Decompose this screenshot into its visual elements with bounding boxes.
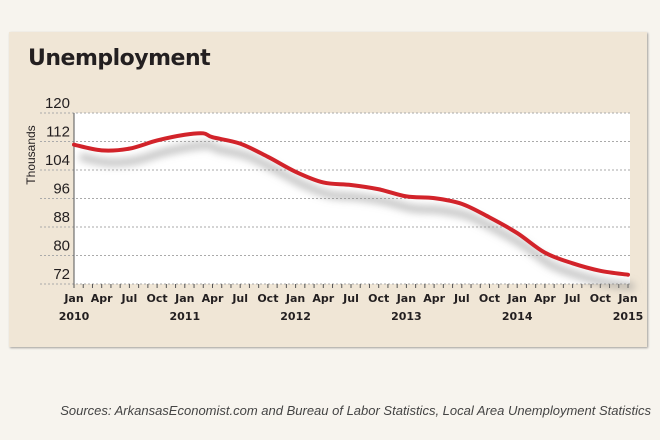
x-tick-label: Oct [590, 292, 611, 305]
y-tick-label: 96 [53, 181, 70, 198]
x-year-label: 2015 [613, 310, 644, 323]
x-year-label: 2012 [280, 310, 311, 323]
line-shadow [79, 141, 635, 291]
x-tick-label: Jul [564, 292, 581, 305]
x-tick-label: Apr [423, 292, 445, 305]
series-line [72, 131, 630, 277]
y-tick-label: 120 [45, 95, 70, 112]
x-year-label: 2013 [391, 310, 422, 323]
x-tick-label: Jan [174, 292, 194, 305]
y-tick-label: 104 [45, 152, 70, 169]
chart-title: Unemployment [28, 46, 211, 71]
y-tick-label: 112 [46, 124, 70, 141]
x-tick-label: Jan [285, 292, 305, 305]
x-tick-label: Jan [63, 292, 83, 305]
x-tick-label: Jul [453, 292, 470, 305]
x-tick-label: Jul [342, 292, 359, 305]
x-tick-label: Apr [202, 292, 224, 305]
x-tick-label: Oct [257, 292, 278, 305]
y-tick-label: 72 [53, 266, 70, 283]
x-tick-label: Apr [312, 292, 334, 305]
x-tick-label: Apr [91, 292, 113, 305]
source-note: Sources: ArkansasEconomist.com and Burea… [60, 403, 651, 418]
x-tick-label: Jan [617, 292, 637, 305]
x-tick-label: Jan [396, 292, 416, 305]
x-tick-label: Jan [507, 292, 527, 305]
x-tick-label: Oct [479, 292, 500, 305]
y-tick-label: 80 [53, 238, 70, 255]
x-tick-label: Jul [231, 292, 248, 305]
x-year-label: 2010 [59, 310, 90, 323]
x-year-label: 2011 [169, 310, 200, 323]
y-tick-label: 88 [53, 209, 70, 226]
x-year-label: 2014 [502, 310, 533, 323]
x-tick-label: Jul [121, 292, 138, 305]
y-axis-label: Thousands [24, 125, 38, 184]
x-tick-label: Oct [147, 292, 168, 305]
x-tick-label: Apr [534, 292, 556, 305]
x-tick-label: Oct [368, 292, 389, 305]
